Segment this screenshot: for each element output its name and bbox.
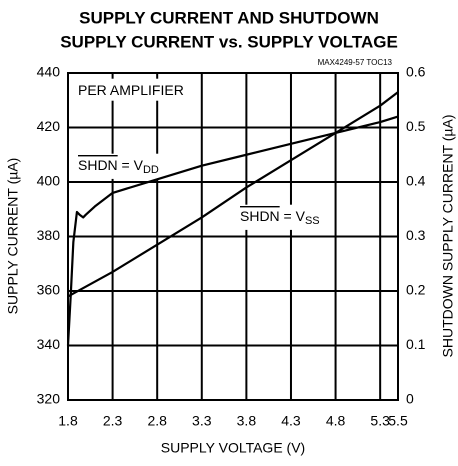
y2-tick-label: 0.5	[406, 118, 426, 134]
y-tick-label: 340	[37, 336, 61, 352]
x-axis-label: SUPPLY VOLTAGE (V)	[161, 440, 305, 456]
x-tick-label: 2.8	[147, 413, 167, 429]
plot-frame	[67, 72, 399, 401]
y2-tick-label: 0	[406, 391, 414, 407]
annotation-text-part: = V	[280, 208, 306, 224]
annotation-subscript: SS	[305, 215, 320, 227]
annotation-text: SHDN = VDD	[78, 157, 159, 176]
x-tick-label: 1.8	[58, 413, 78, 429]
y2-tick-label: 0.2	[406, 282, 426, 298]
y2-tick-label: 0.3	[406, 227, 426, 243]
y-tick-label: 320	[37, 391, 61, 407]
annotation-overline: SHDN	[240, 208, 280, 224]
annotation-text: SHDN = VSS	[240, 208, 320, 227]
chart-subtitle: MAX4249-57 TOC13	[318, 58, 393, 67]
annotation-background	[74, 153, 163, 179]
series-line	[66, 115, 399, 346]
annotation-background	[236, 204, 324, 230]
x-tick-label: 4.3	[281, 413, 301, 429]
annotation: SHDN = VDD	[74, 153, 163, 179]
chart-title: SUPPLY CURRENT AND SHUTDOWN	[79, 8, 379, 27]
y-tick-label: 440	[37, 64, 61, 80]
x-tick-label: 3.3	[192, 413, 212, 429]
annotation-text: PER AMPLIFIER	[78, 82, 184, 98]
y2-axis-label: SHUTDOWN SUPPLY CURRENT (µA)	[440, 115, 456, 358]
y2-tick-label: 0.4	[406, 173, 426, 189]
y-tick-label: 360	[37, 282, 61, 298]
annotation: SHDN = VSS	[236, 204, 324, 230]
y-tick-label: 420	[37, 118, 61, 134]
annotation-subscript: DD	[143, 164, 159, 176]
y-axis-label: SUPPLY CURRENT (µA)	[5, 158, 21, 315]
y-tick-label: 400	[37, 173, 61, 189]
annotation: PER AMPLIFIER	[74, 78, 188, 101]
chart-title: SUPPLY CURRENT vs. SUPPLY VOLTAGE	[60, 32, 398, 51]
annotation-text-part: = V	[118, 157, 144, 173]
x-tick-label: 5.5	[388, 413, 408, 429]
annotation-background	[74, 78, 188, 101]
x-tick-label: 3.8	[237, 413, 257, 429]
y-tick-label: 380	[37, 227, 61, 243]
annotation-overline: SHDN	[78, 157, 118, 173]
x-tick-label: 4.8	[326, 413, 346, 429]
y2-tick-label: 0.6	[406, 64, 426, 80]
series-line	[67, 91, 399, 298]
y2-tick-label: 0.1	[406, 336, 426, 352]
x-tick-label: 5.3	[370, 413, 390, 429]
grid	[67, 72, 399, 401]
annotation-text-part: PER AMPLIFIER	[78, 82, 184, 98]
x-tick-label: 2.3	[103, 413, 123, 429]
